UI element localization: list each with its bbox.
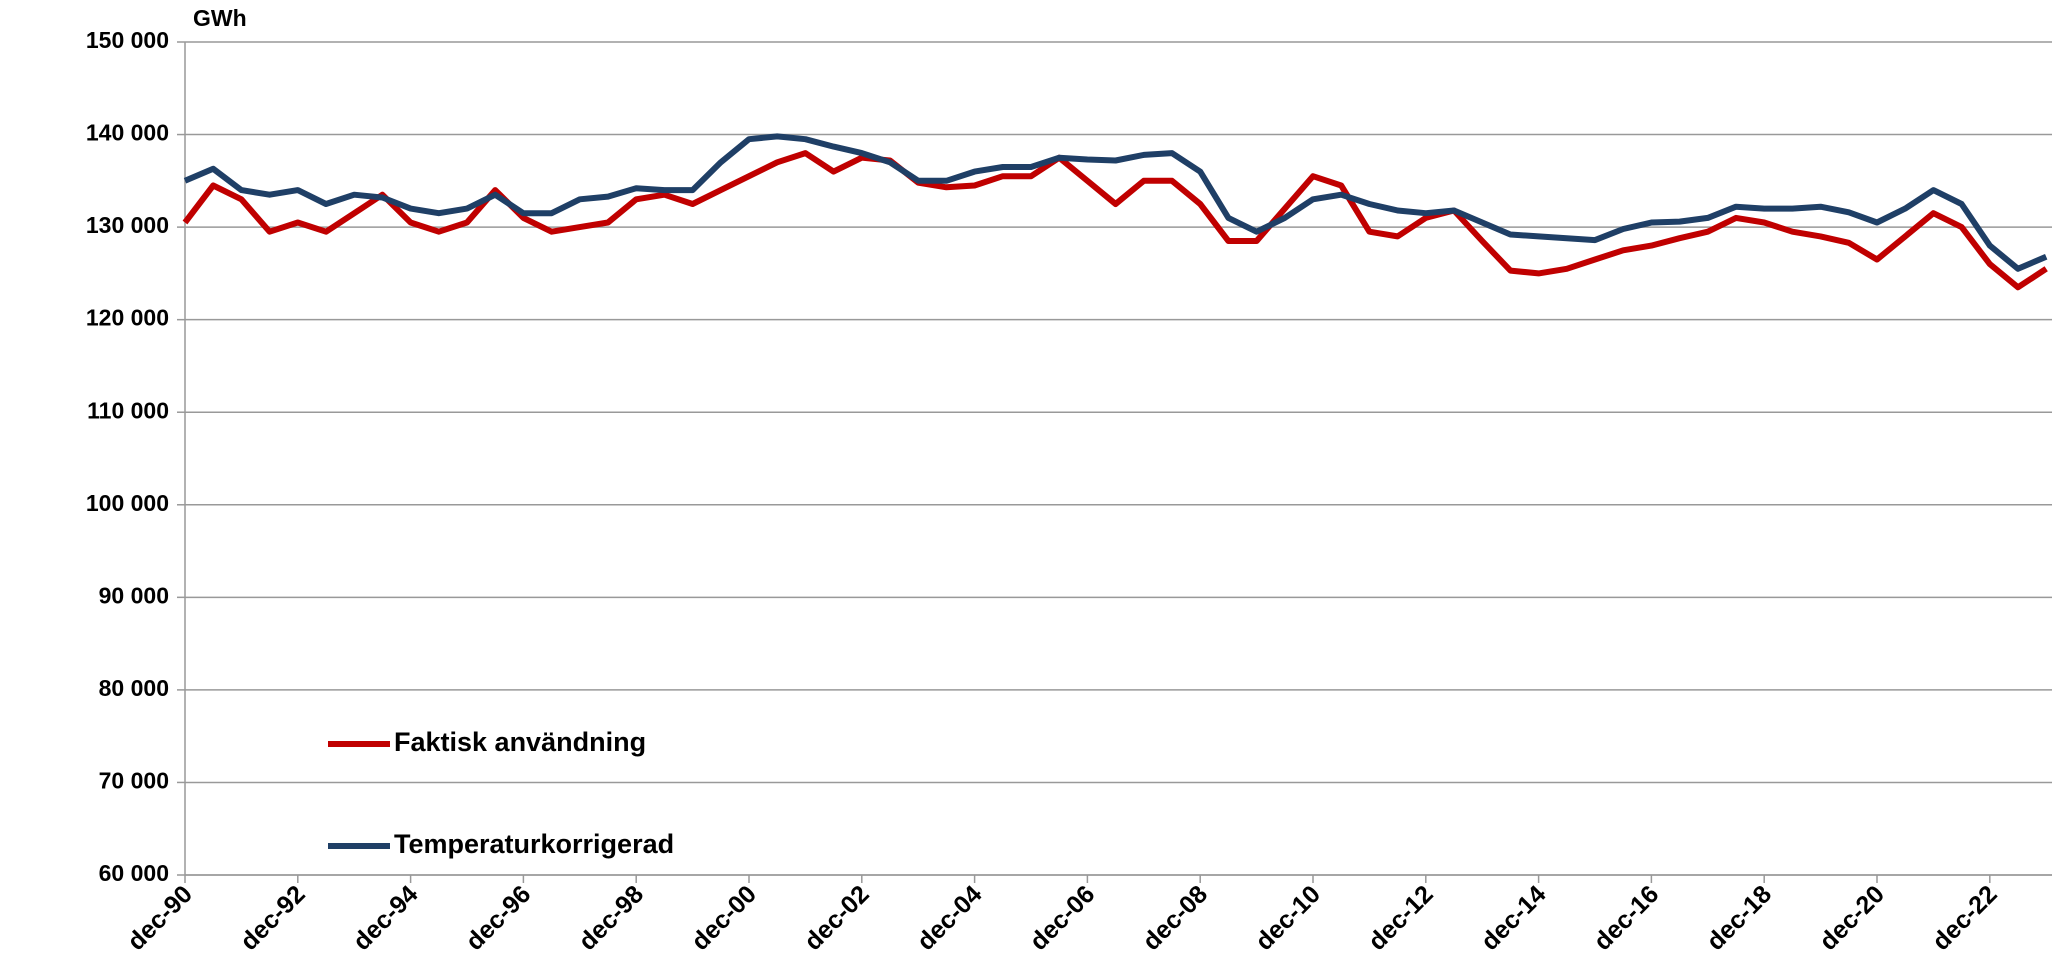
x-tick-label: dec-00 [686,880,762,956]
x-tick-label: dec-90 [122,880,198,956]
y-tick-label: 140 000 [86,120,169,146]
x-tick-label: dec-94 [348,880,424,956]
y-tick-label: 60 000 [99,860,169,886]
x-tick-label: dec-10 [1250,880,1326,956]
x-tick-label: dec-18 [1701,880,1777,956]
data-line [182,150,2048,291]
y-tick-label: 90 000 [99,582,169,608]
legend-label: Faktisk användning [394,727,646,757]
x-tick-label: dec-20 [1814,880,1890,956]
y-tick-label: 70 000 [99,768,169,794]
x-tick-label: dec-14 [1476,880,1552,956]
x-tick-label: dec-96 [461,880,537,956]
y-axis-label: GWh [193,5,247,31]
x-tick-label: dec-22 [1927,880,2003,956]
x-tick-label: dec-92 [235,880,311,956]
y-tick-label: 130 000 [86,212,169,238]
y-tick-label: 150 000 [86,27,169,53]
x-tick-label: dec-06 [1025,880,1101,956]
data-line [183,133,2048,272]
x-tick-label: dec-12 [1363,880,1439,956]
y-tick-label: 80 000 [99,675,169,701]
x-tick-label: dec-08 [1137,880,1213,956]
x-tick-label: dec-02 [799,880,875,956]
x-tick-label: dec-98 [573,880,649,956]
legend-label: Temperaturkorrigerad [394,829,674,859]
x-tick-label: dec-04 [912,880,988,956]
y-tick-label: 110 000 [87,397,169,423]
y-tick-label: 100 000 [86,490,169,516]
y-tick-label: 120 000 [86,305,169,331]
x-tick-label: dec-16 [1589,880,1665,956]
